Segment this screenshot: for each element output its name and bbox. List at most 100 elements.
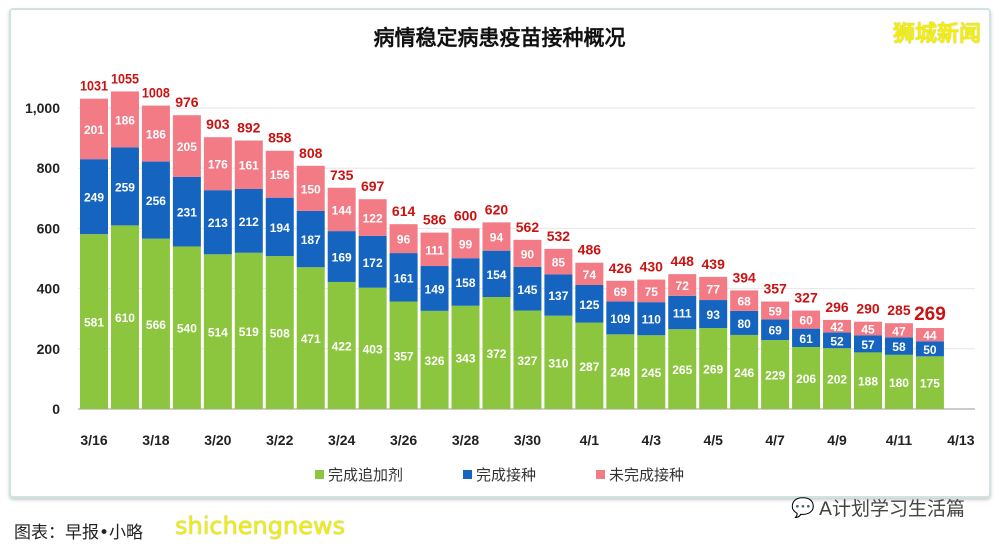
data-label: 85 [552, 256, 566, 270]
x-tick-label: 4/3 [642, 432, 662, 448]
bar-segment-booster [854, 352, 882, 409]
total-label: 903 [206, 116, 230, 132]
bar-segment-incomplete [358, 199, 387, 236]
legend-swatch [596, 470, 605, 479]
total-label: 426 [609, 260, 633, 276]
total-label: 1031 [80, 78, 108, 94]
data-label: 77 [707, 282, 721, 296]
data-label: 72 [676, 279, 690, 293]
bar-segment-booster [761, 340, 790, 409]
data-label: 69 [614, 285, 628, 299]
data-label: 246 [734, 366, 754, 380]
total-label: 600 [454, 207, 478, 223]
total-label: 327 [794, 290, 818, 306]
data-label: 187 [301, 233, 321, 247]
bar-segment-booster [327, 281, 356, 409]
data-label: 60 [799, 314, 813, 328]
bar-segment-incomplete [420, 232, 449, 267]
data-label: 201 [84, 123, 104, 137]
data-label: 125 [579, 298, 599, 312]
data-label: 94 [490, 231, 504, 245]
data-label: 69 [768, 324, 782, 338]
bar-segment-incomplete [544, 248, 573, 275]
total-label: 1008 [142, 85, 170, 101]
y-tick-label: 200 [37, 341, 61, 357]
total-label: 448 [671, 253, 695, 269]
bar-segment-booster [575, 322, 604, 409]
bar-segment-incomplete [110, 91, 139, 148]
total-label: 562 [516, 219, 540, 235]
bar-segment-completed [823, 332, 852, 349]
bar-segment-completed [792, 328, 821, 347]
legend-item-booster: 完成追加剂 [314, 464, 403, 485]
wechat-account: 💬 A计划学习生活篇 [791, 494, 965, 521]
data-label: 248 [610, 366, 630, 380]
bar-segment-booster [420, 310, 449, 409]
data-label: 205 [177, 140, 197, 154]
legend-swatch [314, 470, 324, 479]
bar-segment-completed [389, 253, 418, 302]
x-tick-label: 4/11 [886, 432, 913, 448]
bar-segment-completed [513, 266, 542, 311]
data-label: 287 [579, 360, 599, 374]
x-tick-label: 4/1 [580, 432, 600, 448]
data-label: 372 [486, 347, 506, 361]
data-label: 58 [892, 340, 906, 354]
data-label: 90 [521, 247, 535, 261]
legend: 完成追加剂 完成接种 未完成接种 [0, 464, 999, 485]
bar-segment-completed [172, 176, 201, 247]
data-label: 45 [861, 322, 875, 336]
data-label: 186 [115, 113, 135, 127]
bar-segment-booster [513, 310, 542, 409]
data-label: 150 [301, 182, 321, 196]
bar-segment-completed [265, 197, 294, 257]
bar-segment-incomplete [730, 290, 759, 311]
legend-label: 完成追加剂 [327, 466, 403, 484]
bar-segment-completed [915, 341, 944, 357]
data-label: 96 [397, 233, 411, 247]
bar-segment-incomplete [823, 319, 852, 333]
bar-segment-incomplete [884, 323, 913, 338]
x-tick-label: 3/16 [80, 432, 107, 448]
data-label: 154 [486, 268, 506, 282]
data-label: 61 [799, 332, 813, 346]
bar-segment-booster [668, 329, 697, 409]
data-label: 99 [459, 237, 473, 251]
bar-segment-completed [730, 310, 759, 335]
bar-segment-booster [296, 267, 325, 409]
data-label: 194 [270, 221, 290, 235]
data-label: 403 [363, 342, 383, 356]
bar-segment-completed [203, 190, 232, 255]
bar-segment-completed [327, 231, 356, 282]
bar-segment-booster [358, 287, 387, 409]
x-tick-label: 3/30 [514, 432, 541, 448]
legend-label: 完成接种 [475, 466, 536, 484]
data-label: 175 [920, 377, 940, 391]
total-label: 614 [392, 203, 416, 219]
bar-segment-booster [234, 252, 263, 409]
data-label: 93 [707, 308, 721, 322]
data-label: 610 [115, 311, 135, 325]
data-label: 44 [923, 329, 937, 343]
data-label: 156 [270, 168, 290, 182]
bar-segment-incomplete [141, 105, 170, 162]
y-tick-label: 1,000 [25, 100, 60, 116]
bar-segment-incomplete [637, 279, 666, 303]
data-label: 47 [892, 324, 906, 338]
bar-segment-incomplete [389, 224, 418, 254]
bar-segment-completed [141, 161, 170, 239]
bar-segment-booster [915, 356, 944, 409]
data-label: 249 [84, 191, 104, 205]
data-label: 471 [301, 332, 321, 346]
data-label: 540 [177, 322, 197, 336]
total-label: 269 [914, 304, 946, 325]
bar-segment-booster [172, 246, 201, 409]
data-label: 74 [583, 268, 597, 282]
legend-label: 未完成接种 [609, 466, 685, 484]
bar-segment-incomplete [234, 140, 263, 189]
data-label: 188 [858, 375, 878, 389]
bar-segment-booster [110, 225, 139, 409]
data-label: 122 [363, 212, 383, 226]
bar-segment-booster [203, 254, 232, 409]
bar-segment-booster [699, 328, 728, 409]
